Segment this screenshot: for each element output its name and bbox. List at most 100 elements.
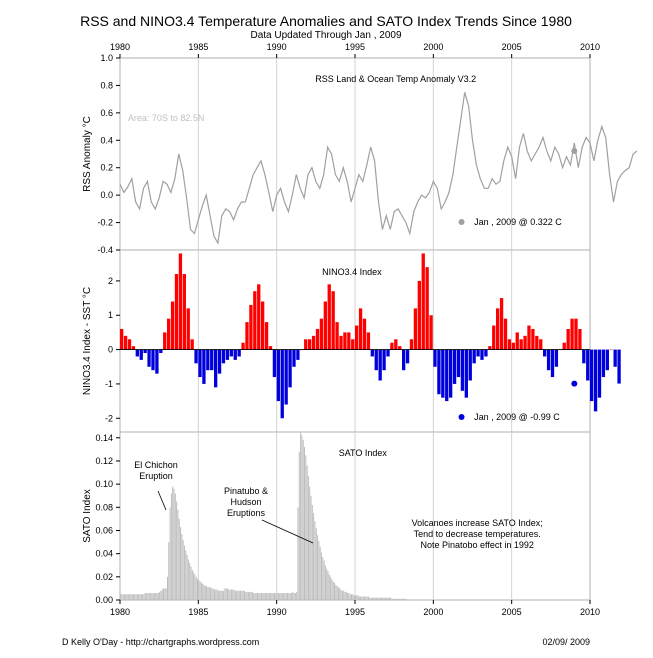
nino-bar xyxy=(276,349,280,402)
nino-bar xyxy=(343,332,347,350)
sato-bar xyxy=(161,589,163,600)
sato-bar xyxy=(120,594,122,600)
sato-bar xyxy=(152,593,154,600)
nino-bar xyxy=(601,349,606,378)
rss-y-tick-label: 0.8 xyxy=(100,80,113,90)
sato-bar xyxy=(275,593,277,600)
sato-bar xyxy=(362,596,364,600)
sato-bar xyxy=(336,586,338,600)
x-tick-label-bottom: 1980 xyxy=(110,607,130,617)
sato-bar xyxy=(186,554,188,600)
nino-bar xyxy=(496,308,500,350)
nino-bar xyxy=(605,349,609,371)
sato-bar xyxy=(255,593,257,600)
nino-bar xyxy=(319,318,324,350)
nino-bar xyxy=(135,349,139,357)
sato-bar xyxy=(320,552,322,600)
sato-y-tick-label: 0.02 xyxy=(95,572,113,582)
sato-bar xyxy=(277,593,279,600)
sato-bar xyxy=(243,590,245,600)
sato-bar xyxy=(182,539,184,600)
sato-bar xyxy=(341,590,343,600)
nino-bar xyxy=(362,318,367,350)
x-tick-label-bottom: 2010 xyxy=(580,607,600,617)
nino-bar xyxy=(578,328,582,350)
nino-bar xyxy=(225,349,230,360)
sato-bar xyxy=(159,591,161,600)
sato-bar xyxy=(285,593,287,600)
nino-bar xyxy=(311,335,316,350)
nino-bar xyxy=(468,349,472,381)
sato-bar xyxy=(347,593,349,600)
sato-bar xyxy=(281,593,283,600)
sato-bar xyxy=(257,593,259,600)
x-tick-label-top: 1985 xyxy=(188,42,208,52)
rss-legend-text: Jan , 2009 @ 0.322 C xyxy=(474,217,562,227)
sato-bar xyxy=(189,562,191,600)
sato-bar xyxy=(195,576,197,600)
nino-bar xyxy=(351,339,355,350)
sato-bar xyxy=(262,593,264,600)
sato-y-axis-label: SATO Index xyxy=(82,489,93,543)
sato-bar xyxy=(228,589,230,600)
nino-bar xyxy=(456,349,461,378)
sato-bar xyxy=(219,590,221,600)
sato-bar xyxy=(266,593,268,600)
nino-bar xyxy=(284,349,288,405)
sato-bar xyxy=(227,588,229,600)
nino-bar xyxy=(229,349,233,357)
nino-bar xyxy=(139,349,143,360)
nino-bar xyxy=(296,349,300,360)
nino-bar xyxy=(413,308,418,350)
sato-bar xyxy=(216,589,218,600)
nino-bar xyxy=(531,328,535,350)
sato-bar xyxy=(381,597,383,600)
nino-bar xyxy=(202,349,206,384)
rss-legend-marker xyxy=(458,219,465,225)
sato-bar xyxy=(196,579,199,600)
nino-bar xyxy=(484,349,488,357)
sato-bar xyxy=(313,513,315,600)
rss-y-axis-label: RSS Anomaly °C xyxy=(82,116,93,192)
sato-bar xyxy=(343,590,345,600)
sato-bar xyxy=(224,588,226,600)
nino-bar xyxy=(503,318,508,350)
sato-bar xyxy=(155,593,157,600)
nino-bar xyxy=(253,291,257,350)
nino-bar xyxy=(394,339,398,350)
sato-bar xyxy=(225,588,227,600)
sato-bar xyxy=(353,595,355,600)
sato-y-tick-label: 0.10 xyxy=(95,479,113,489)
nino-bar xyxy=(499,298,504,350)
sato-bar xyxy=(126,594,128,600)
nino-bar xyxy=(217,349,222,374)
sato-bar xyxy=(240,590,242,600)
nino-bar xyxy=(472,349,476,364)
sato-bar xyxy=(280,593,282,600)
nino-bar xyxy=(543,349,547,357)
nino-bar xyxy=(433,349,437,367)
sato-bar xyxy=(297,507,299,600)
sato-bar xyxy=(165,588,167,600)
sato-bar xyxy=(332,581,334,600)
sato-bar xyxy=(386,597,388,600)
nino-y-tick-label: -2 xyxy=(105,413,113,423)
sato-bar xyxy=(131,594,133,600)
nino-bar xyxy=(355,325,359,350)
nino-y-axis-label: NINO3.4 Index - SST °C xyxy=(82,287,93,395)
nino-bar xyxy=(535,335,539,350)
nino-bar xyxy=(163,332,167,350)
nino-bar xyxy=(523,335,527,350)
nino-bar xyxy=(562,342,566,350)
nino-bar xyxy=(593,349,598,412)
nino-bar xyxy=(339,335,343,350)
sato-annotation-pinatubo-line: Eruptions xyxy=(227,508,266,518)
nino-bar xyxy=(382,349,386,371)
sato-annotation-pinatubo: Pinatubo & Hudson Eruptions xyxy=(224,486,268,518)
sato-bar xyxy=(238,590,240,600)
x-tick-label-top: 1995 xyxy=(345,42,365,52)
sato-bar xyxy=(379,597,381,600)
sato-bar xyxy=(310,495,312,600)
sato-bar xyxy=(395,598,397,600)
sato-annotation-el-chichon-line: Eruption xyxy=(139,471,173,481)
